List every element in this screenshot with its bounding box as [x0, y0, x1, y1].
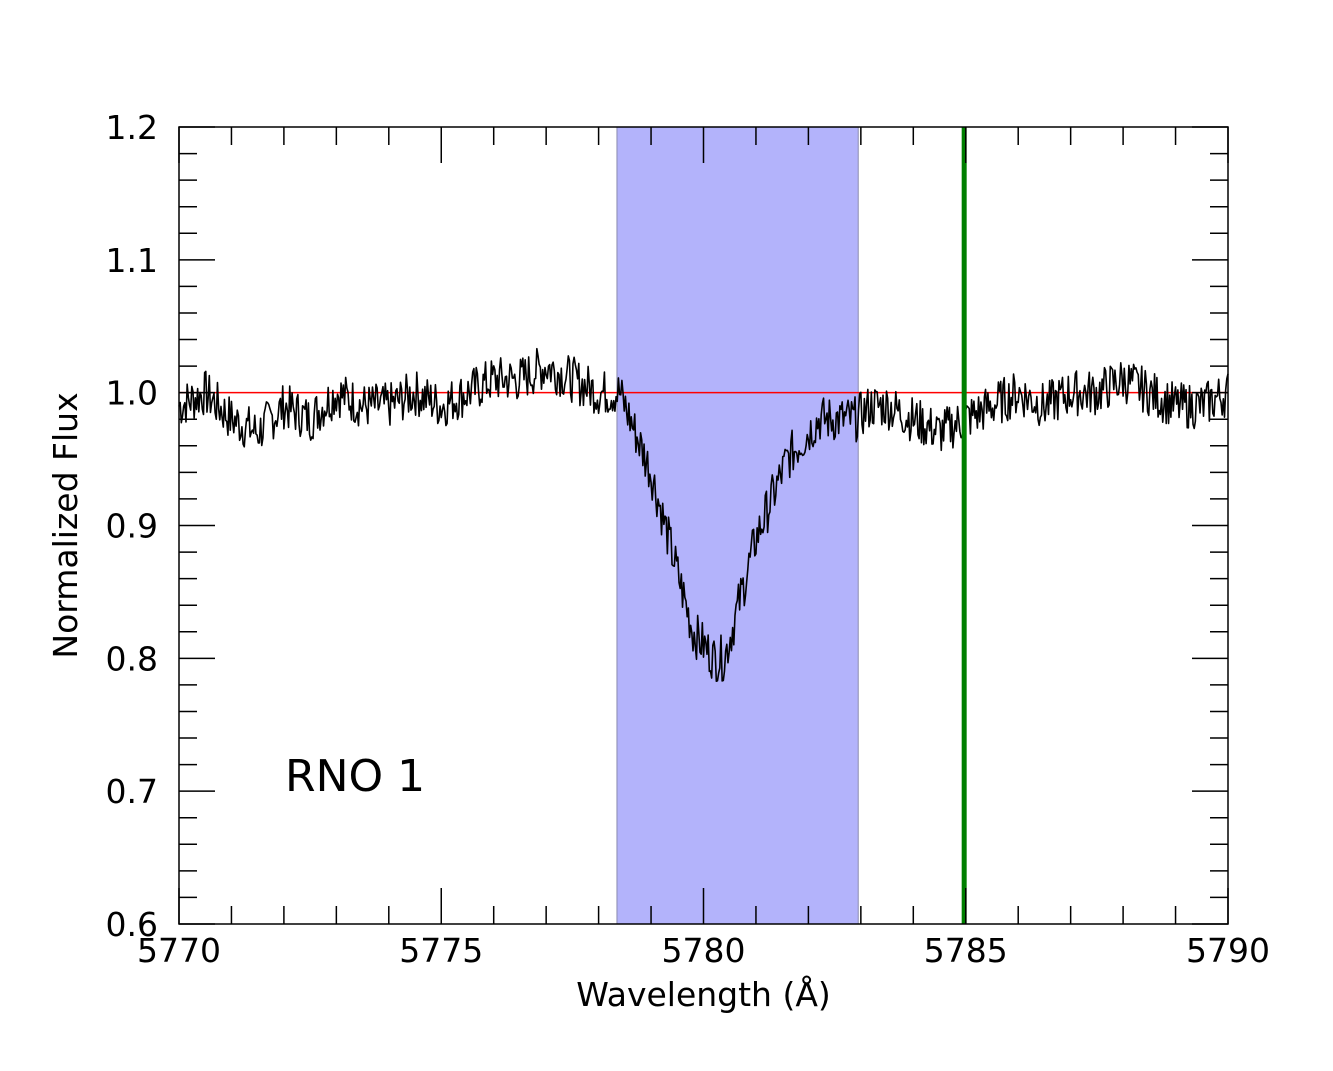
x-tick-label: 5780	[662, 931, 746, 970]
y-tick-label: 1.2	[106, 108, 158, 147]
x-tick-label: 5790	[1186, 931, 1270, 970]
y-tick-label: 0.7	[106, 772, 158, 811]
x-axis-label: Wavelength (Å)	[576, 974, 831, 1014]
y-tick-label: 0.8	[106, 639, 158, 678]
x-tick-label: 5775	[399, 931, 483, 970]
x-tick-label: 5770	[137, 931, 221, 970]
y-axis-label: Normalized Flux	[46, 392, 85, 658]
y-tick-label: 0.9	[106, 507, 158, 546]
y-tick-label: 1.1	[106, 241, 158, 280]
shaded-band	[616, 126, 859, 925]
y-tick-label: 1.0	[106, 374, 158, 413]
y-tick-label: 0.6	[106, 905, 158, 944]
spectrum-series	[178, 347, 1229, 683]
spectrum-label: RNO 1	[285, 751, 425, 802]
x-tick-label: 5785	[924, 931, 1008, 970]
